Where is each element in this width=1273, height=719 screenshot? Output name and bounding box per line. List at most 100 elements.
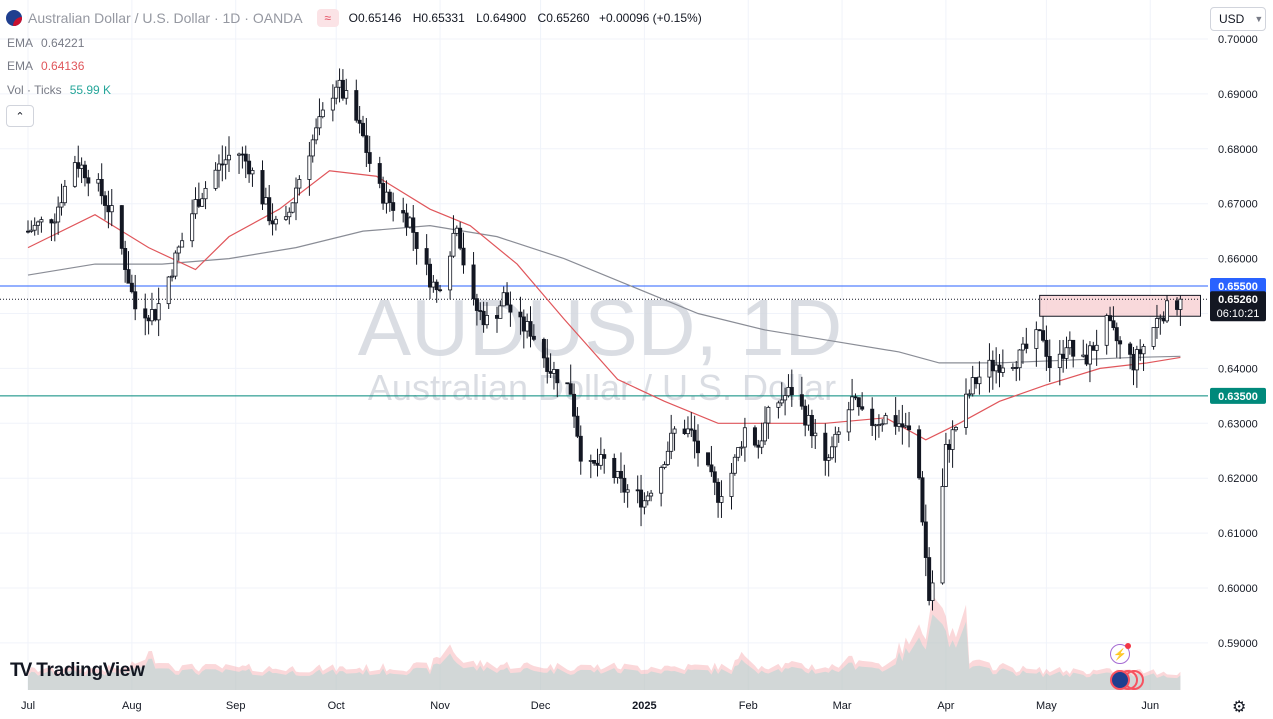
candle[interactable] (645, 491, 650, 506)
candle[interactable] (823, 423, 828, 476)
symbol-title[interactable]: Australian Dollar / U.S. Dollar · 1D · O… (28, 10, 303, 26)
candle[interactable] (153, 308, 158, 322)
candle[interactable] (618, 452, 623, 493)
candle[interactable] (568, 364, 573, 395)
candle[interactable] (572, 383, 577, 428)
candle[interactable] (903, 412, 908, 429)
time-axis[interactable]: Jul Aug Sep Oct Nov Dec 2025 Feb Mar Apr May Jun (0, 690, 1273, 719)
resistance-zone[interactable] (1039, 294, 1201, 317)
candle[interactable] (1037, 329, 1042, 332)
candle[interactable] (950, 420, 955, 468)
candle[interactable] (575, 407, 580, 439)
candle[interactable] (783, 387, 788, 416)
candle[interactable] (334, 80, 339, 105)
candle[interactable] (484, 302, 489, 329)
candle[interactable] (196, 182, 201, 208)
candle[interactable] (156, 287, 161, 337)
candle[interactable] (518, 296, 523, 335)
candle[interactable] (565, 382, 570, 385)
candle[interactable] (29, 220, 34, 233)
candle[interactable] (833, 426, 838, 463)
collapse-legend-button[interactable]: ⌃ (6, 105, 34, 127)
candle[interactable] (739, 441, 744, 456)
candle[interactable] (424, 234, 429, 276)
candle[interactable] (555, 369, 560, 398)
candle[interactable] (243, 145, 248, 179)
currency-select[interactable]: USD ▼ (1210, 7, 1266, 31)
candle[interactable] (337, 68, 342, 103)
candle[interactable] (706, 452, 711, 467)
horizontal-lines[interactable] (0, 285, 1208, 397)
candle[interactable] (689, 412, 694, 437)
candle[interactable] (595, 448, 600, 477)
candle[interactable] (917, 425, 922, 480)
candle[interactable] (1010, 363, 1015, 371)
candle[interactable] (411, 204, 416, 251)
waves-icon[interactable]: ≈ (316, 9, 339, 27)
candle[interactable] (927, 547, 932, 606)
candle[interactable] (1104, 313, 1109, 355)
candle[interactable] (166, 276, 171, 310)
candle[interactable] (1084, 343, 1089, 367)
candle[interactable] (736, 447, 741, 462)
candle[interactable] (789, 369, 794, 407)
candle[interactable] (454, 225, 459, 237)
candle[interactable] (367, 135, 372, 172)
candle[interactable] (967, 389, 972, 399)
candle[interactable] (203, 181, 208, 210)
candle[interactable] (880, 419, 885, 432)
candle[interactable] (62, 179, 67, 206)
candle[interactable] (149, 292, 154, 326)
candle[interactable] (994, 347, 999, 384)
candle[interactable] (1044, 325, 1049, 371)
candle[interactable] (190, 199, 195, 248)
candle[interactable] (870, 397, 875, 436)
candle[interactable] (625, 484, 630, 508)
candle[interactable] (133, 274, 138, 321)
candle[interactable] (451, 215, 456, 258)
candle[interactable] (384, 180, 389, 214)
candle[interactable] (541, 337, 546, 368)
economic-event-flag-icon[interactable] (1110, 670, 1130, 690)
candle[interactable] (716, 478, 721, 518)
candle[interactable] (1111, 306, 1116, 331)
candle[interactable] (662, 461, 667, 470)
candle[interactable] (1094, 329, 1099, 366)
candle[interactable] (200, 192, 205, 207)
candle[interactable] (474, 293, 479, 326)
candle[interactable] (1071, 339, 1076, 368)
candle[interactable] (173, 250, 178, 280)
candle[interactable] (1024, 327, 1029, 354)
candle[interactable] (1034, 321, 1039, 367)
tradingview-logo[interactable]: TV TradingView (10, 660, 145, 682)
candle[interactable] (126, 251, 131, 284)
candle[interactable] (763, 406, 768, 446)
candle[interactable] (806, 404, 811, 431)
candle[interactable] (977, 361, 982, 395)
candle[interactable] (853, 393, 858, 401)
candle[interactable] (692, 415, 697, 459)
candle[interactable] (498, 300, 503, 319)
candle[interactable] (176, 245, 181, 261)
candle[interactable] (756, 439, 761, 459)
candle[interactable] (25, 220, 30, 234)
candle[interactable] (923, 504, 928, 577)
candle[interactable] (123, 240, 128, 283)
candle[interactable] (860, 392, 865, 412)
candle[interactable] (987, 343, 992, 393)
candle[interactable] (719, 480, 724, 518)
candle[interactable] (1057, 340, 1062, 386)
candle[interactable] (598, 437, 603, 470)
candle[interactable] (170, 269, 175, 282)
candle[interactable] (263, 187, 268, 205)
indicator-ema-fast[interactable]: EMA 0.64136 (7, 59, 84, 73)
candle[interactable] (52, 213, 57, 242)
candle[interactable] (364, 117, 369, 168)
flash-alert-icon[interactable]: ⚡ (1110, 643, 1131, 664)
candle[interactable] (531, 324, 536, 342)
candle[interactable] (709, 445, 714, 477)
candle[interactable] (920, 471, 925, 526)
settings-gear-icon[interactable]: ⚙ (1232, 699, 1247, 716)
candle[interactable] (752, 425, 757, 448)
candle[interactable] (505, 282, 510, 306)
